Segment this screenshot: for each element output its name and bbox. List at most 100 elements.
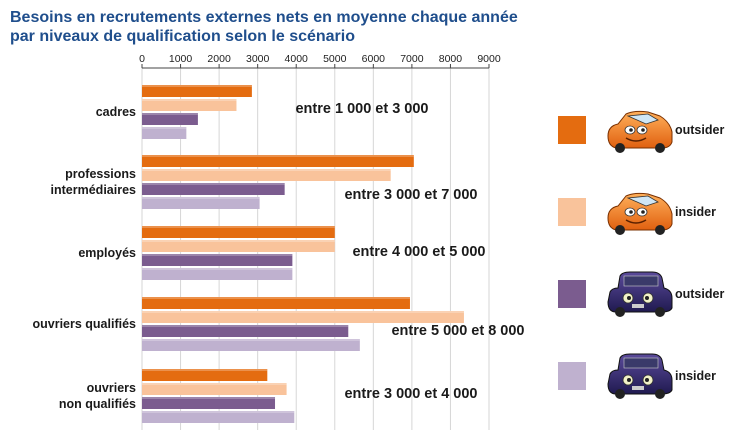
bar [142,226,335,238]
bar-highlight [142,311,464,313]
range-annotations: entre 1 000 et 3 000 entre 3 000 et 7 000… [295,101,524,402]
x-tick-label: 4000 [285,53,309,65]
range-annotation: entre 1 000 et 3 000 [295,101,428,117]
category-label: employés [78,246,136,260]
legend-label: insider [675,205,716,219]
x-tick-label: 9000 [477,53,501,65]
category-label-line: professions [65,167,136,181]
car-pupil [627,296,631,300]
bar [142,383,287,395]
car-pupil [641,210,645,214]
car-window [623,357,659,369]
orange-car-icon [607,110,673,153]
bar-highlight [142,183,285,185]
car-pupil [645,296,649,300]
car-windshield [626,113,659,125]
x-axis: 0 1000 2000 3000 4000 5000 6000 7000 8000 9000 [139,53,501,69]
category-label-line: non qualifiés [59,397,136,411]
bar-highlight [142,169,391,171]
car-pupil [641,128,645,132]
bar [142,339,360,351]
bar [142,155,414,167]
car-wheel [655,143,665,153]
x-tick-label: 8000 [439,53,463,65]
category-label-line: ouvriers [87,381,136,395]
car-wheel [615,225,625,235]
legend-swatch [558,280,586,308]
car-pupil [629,210,633,214]
bar [142,325,349,337]
bar-highlight [142,240,335,242]
x-tick-label: 2000 [207,53,231,65]
category-label: professions intermédiaires [51,167,137,197]
car-wheel [655,389,665,399]
bar-highlight [142,85,252,87]
bar-highlight [142,339,360,341]
bar-highlight [142,127,187,129]
bar-highlight [142,99,237,101]
bar-highlight [142,297,410,299]
bar [142,240,335,252]
legend-swatch [558,198,586,226]
x-tick-label: 7000 [400,53,424,65]
bar [142,254,293,266]
bar [142,411,295,423]
car-smile [625,219,647,224]
car-wheel [655,225,665,235]
bar [142,369,268,381]
category-label: ouvriers non qualifiés [59,381,136,411]
bar [142,311,464,323]
category-label: ouvriers qualifiés [32,317,136,331]
car-wheel [615,143,625,153]
car-wheel [615,307,625,317]
category-label-line: employés [78,246,136,260]
x-tick-label: 6000 [362,53,386,65]
car-wheel [655,307,665,317]
bar [142,127,187,139]
range-annotation: entre 3 000 et 7 000 [344,187,477,203]
chart-title-line-1: Besoins en recrutements externes nets en… [10,9,518,26]
bar-highlight [142,197,260,199]
category-label-line: cadres [96,105,136,119]
bar-highlight [142,268,293,270]
bar [142,85,252,97]
bar [142,397,276,409]
car-smile [625,137,647,142]
x-tick-label: 1000 [169,53,193,65]
legend-label: outsider [675,287,724,301]
car-pupil [645,378,649,382]
legend-swatch [558,116,586,144]
bar [142,113,198,125]
car-wheel [615,389,625,399]
bars [142,85,464,423]
bar-highlight [142,113,198,115]
car-window [623,275,659,287]
chart-title-line-2: par niveaux de qualification selon le sc… [10,28,355,45]
bar-highlight [142,383,287,385]
bar-highlight [142,325,349,327]
range-annotation: entre 4 000 et 5 000 [352,244,485,260]
bar-highlight [142,397,276,399]
car-pupil [627,378,631,382]
bar-highlight [142,411,295,413]
category-label-line: intermédiaires [51,183,137,197]
legend-swatch [558,362,586,390]
chart-title: Besoins en recrutements externes nets en… [10,8,570,46]
purple-car-icon [607,271,673,317]
range-annotation: entre 5 000 et 8 000 [391,323,524,339]
legend-label: outsider [675,123,724,137]
bar-highlight [142,254,293,256]
bar [142,268,293,280]
legend-label: insider [675,369,716,383]
bar [142,297,410,309]
range-annotation: entre 3 000 et 4 000 [344,386,477,402]
x-tick-label: 3000 [246,53,270,65]
bar [142,99,237,111]
bar-highlight [142,155,414,157]
bar-highlight [142,369,268,371]
bar-highlight [142,226,335,228]
car-windshield [626,195,659,207]
x-tick-label: 0 [139,53,145,65]
x-tick-label: 5000 [323,53,347,65]
